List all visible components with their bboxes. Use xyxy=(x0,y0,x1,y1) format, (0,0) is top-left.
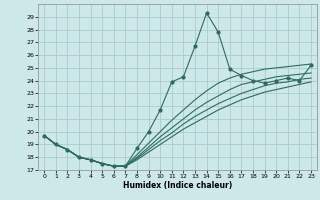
X-axis label: Humidex (Indice chaleur): Humidex (Indice chaleur) xyxy=(123,181,232,190)
